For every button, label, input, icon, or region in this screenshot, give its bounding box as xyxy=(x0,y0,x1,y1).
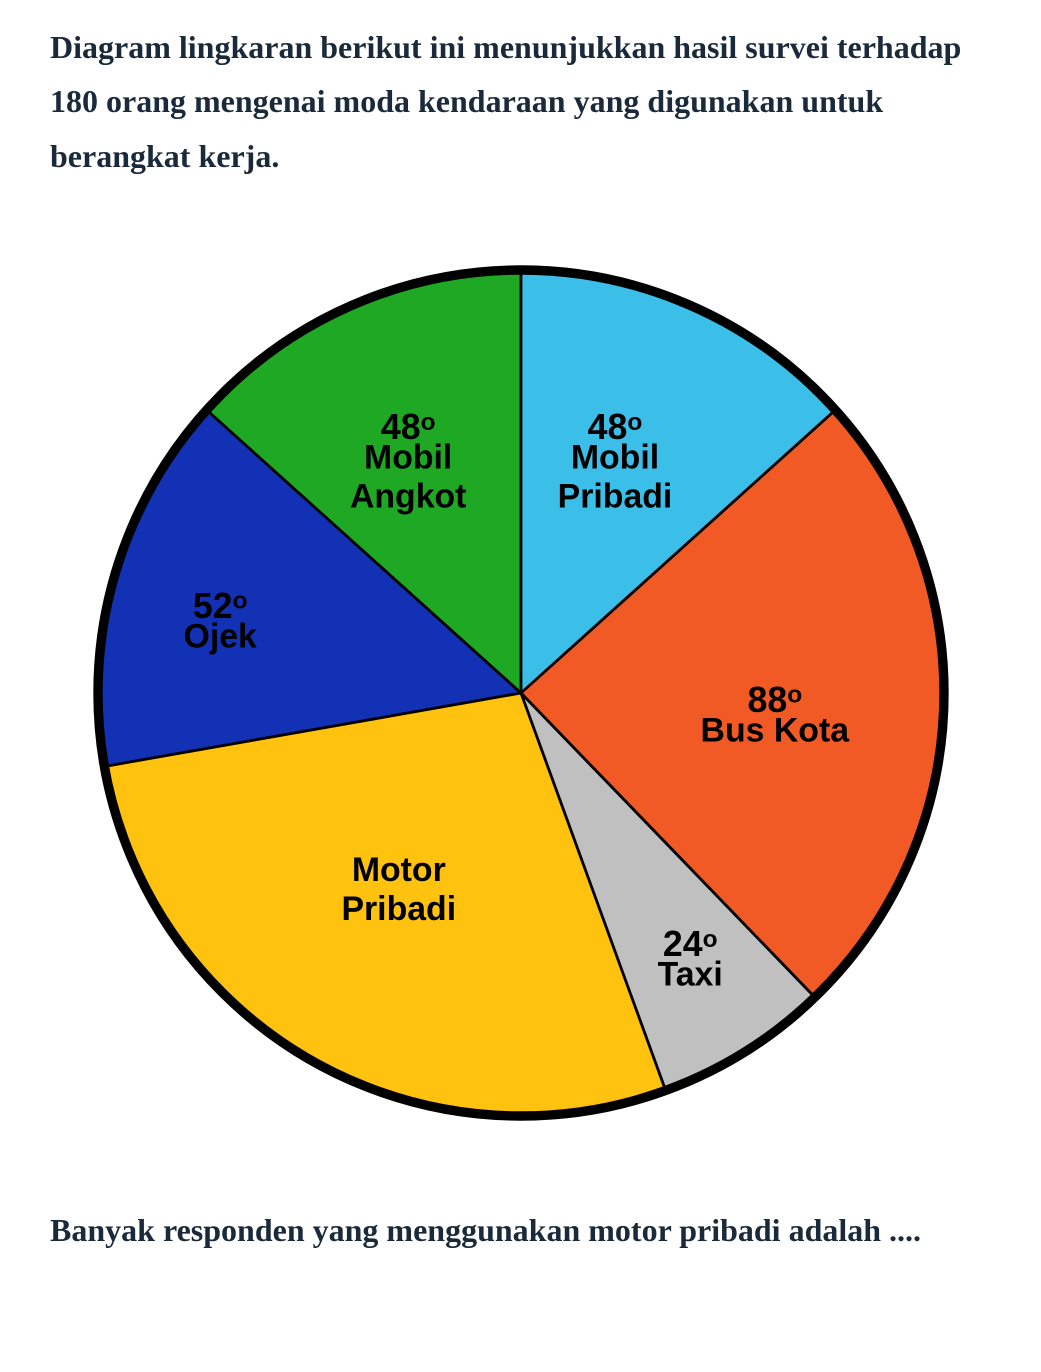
intro-text: Diagram lingkaran berikut ini menunjukka… xyxy=(50,20,991,183)
slice-label-ojek: 52oOjek xyxy=(183,586,257,656)
slice-label-taxi: 24oTaxi xyxy=(657,924,722,994)
pie-chart: 48oMobilPribadi88oBus Kota24oTaxiMotorPr… xyxy=(51,203,991,1183)
slice-label-motor-pribadi: MotorPribadi xyxy=(341,851,456,928)
footer-text: Banyak responden yang menggunakan motor … xyxy=(50,1203,991,1257)
pie-chart-container: 48oMobilPribadi88oBus Kota24oTaxiMotorPr… xyxy=(50,203,991,1183)
